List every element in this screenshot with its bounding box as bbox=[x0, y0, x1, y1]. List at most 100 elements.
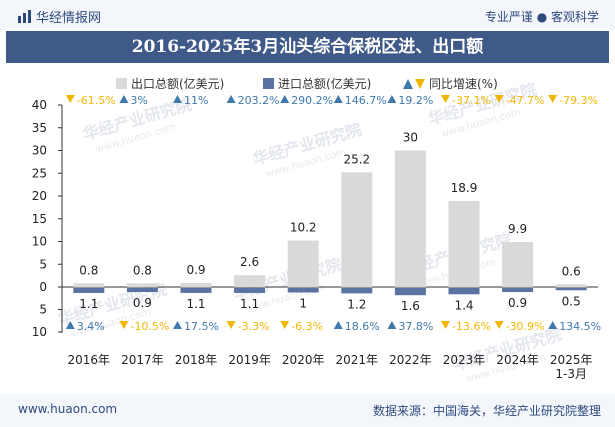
y-tick-label: 25 bbox=[32, 166, 47, 180]
x-tick-label: 1-3月 bbox=[555, 367, 587, 381]
export-value-label: 10.2 bbox=[290, 221, 317, 235]
logo-icon bbox=[18, 10, 31, 23]
footer: www.huaon.com 数据来源：中国海关，华经产业研究院整理 bbox=[0, 394, 615, 427]
export-bar bbox=[73, 283, 105, 287]
x-tick-label: 2025年 bbox=[550, 353, 593, 367]
export-growth-down-marker bbox=[65, 95, 75, 103]
chart-title: 2016-2025年3月汕头综合保税区进、出口额 bbox=[6, 31, 609, 63]
import-growth-up-marker bbox=[65, 321, 75, 329]
export-growth-up-marker bbox=[387, 95, 397, 103]
import-bar bbox=[394, 288, 426, 296]
import-growth-up-marker bbox=[333, 321, 343, 329]
legend-growth-icon bbox=[403, 79, 425, 89]
legend-export-swatch bbox=[116, 78, 127, 89]
import-growth-label: -6.3% bbox=[291, 320, 323, 333]
import-value-label: 1.6 bbox=[401, 299, 420, 313]
x-tick-label: 2019年 bbox=[228, 353, 271, 367]
import-growth-label: -13.6% bbox=[452, 320, 491, 333]
export-value-label: 2.6 bbox=[240, 255, 259, 269]
import-bar bbox=[126, 288, 158, 293]
legend-import-swatch bbox=[263, 78, 274, 89]
export-bar bbox=[341, 172, 373, 287]
import-growth-label: -10.5% bbox=[130, 320, 169, 333]
import-value-label: 1.1 bbox=[240, 297, 259, 311]
import-growth-down-marker bbox=[119, 321, 129, 329]
export-growth-up-marker bbox=[119, 95, 129, 103]
y-tick-label: 40 bbox=[32, 98, 47, 112]
import-growth-label: 134.5% bbox=[559, 320, 601, 333]
x-tick-label: 2023年 bbox=[443, 353, 486, 367]
export-bar bbox=[394, 150, 426, 287]
brand: 华经情报网 bbox=[18, 7, 101, 26]
export-growth-label: 146.7% bbox=[345, 94, 387, 107]
export-value-label: 30 bbox=[403, 131, 418, 145]
import-bar bbox=[73, 288, 105, 293]
export-growth-label: -61.5% bbox=[77, 94, 116, 107]
y-tick-label: 35 bbox=[32, 121, 47, 135]
export-growth-up-marker bbox=[280, 95, 290, 103]
export-growth-label: -79.3% bbox=[559, 94, 598, 107]
export-value-label: 9.9 bbox=[508, 222, 527, 236]
import-value-label: 0.9 bbox=[508, 296, 527, 310]
export-growth-label: 203.2% bbox=[238, 94, 280, 107]
export-growth-label: 3% bbox=[130, 94, 147, 107]
export-value-label: 0.9 bbox=[186, 263, 205, 277]
import-growth-down-marker bbox=[226, 321, 236, 329]
import-growth-up-marker bbox=[173, 321, 182, 329]
export-bar bbox=[126, 283, 158, 287]
export-growth-down-marker bbox=[441, 95, 450, 103]
export-bar bbox=[180, 282, 212, 287]
x-tick-label: 2024年 bbox=[496, 353, 539, 367]
export-growth-label: 11% bbox=[184, 94, 208, 107]
export-bar bbox=[287, 240, 319, 287]
legend-export: 出口总额(亿美元) bbox=[116, 75, 224, 92]
export-growth-up-marker bbox=[226, 95, 236, 103]
export-growth-label: 290.2% bbox=[291, 94, 333, 107]
import-growth-label: 37.8% bbox=[398, 320, 433, 333]
export-bar bbox=[448, 201, 480, 287]
x-tick-label: 2020年 bbox=[282, 353, 325, 367]
import-value-label: 1 bbox=[299, 297, 307, 311]
legend: 出口总额(亿美元) 进口总额(亿美元) 同比增速(%) bbox=[0, 75, 615, 91]
import-bar bbox=[180, 288, 212, 293]
legend-import: 进口总额(亿美元) bbox=[263, 75, 371, 92]
export-value-label: 0.8 bbox=[79, 263, 98, 277]
import-value-label: 1.1 bbox=[186, 297, 205, 311]
x-tick-label: 2017年 bbox=[121, 353, 164, 367]
y-tick-label: 20 bbox=[32, 189, 47, 203]
import-bar bbox=[502, 288, 534, 293]
legend-growth: 同比增速(%) bbox=[403, 75, 498, 92]
import-value-label: 1.2 bbox=[347, 297, 366, 311]
export-value-label: 0.8 bbox=[133, 263, 152, 277]
import-bar bbox=[555, 288, 587, 291]
y-tick-label: 0 bbox=[39, 280, 47, 294]
legend-growth-label: 同比增速(%) bbox=[429, 77, 498, 91]
export-value-label: 25.2 bbox=[343, 152, 370, 166]
export-value-label: 18.9 bbox=[451, 181, 478, 195]
y-tick-label: 5 bbox=[39, 303, 47, 317]
header-tags: 专业严谨 ● 客观科学 bbox=[484, 10, 599, 24]
import-growth-up-marker bbox=[387, 321, 397, 329]
export-bar bbox=[234, 275, 266, 287]
import-growth-label: 18.6% bbox=[345, 320, 380, 333]
footer-site: www.huaon.com bbox=[18, 402, 118, 416]
y-tick-label: 30 bbox=[32, 144, 47, 158]
import-value-label: 0.5 bbox=[562, 294, 581, 308]
import-growth-label: 17.5% bbox=[184, 320, 219, 333]
export-bar bbox=[502, 241, 534, 287]
import-bar bbox=[234, 288, 266, 293]
import-growth-down-marker bbox=[280, 321, 290, 329]
export-growth-up-marker bbox=[173, 95, 182, 103]
import-bar bbox=[448, 288, 480, 295]
export-bar bbox=[555, 284, 587, 287]
import-value-label: 0.9 bbox=[133, 296, 152, 310]
import-value-label: 1.1 bbox=[79, 297, 98, 311]
import-growth-down-marker bbox=[441, 321, 450, 329]
import-growth-label: -3.3% bbox=[238, 320, 270, 333]
x-tick-label: 2021年 bbox=[336, 353, 379, 367]
import-growth-up-marker bbox=[548, 321, 558, 329]
export-growth-up-marker bbox=[333, 95, 343, 103]
import-bar bbox=[287, 288, 319, 293]
brand-name: 华经情报网 bbox=[36, 11, 102, 26]
top-bar: 华经情报网 专业严谨 ● 客观科学 bbox=[0, 0, 615, 30]
